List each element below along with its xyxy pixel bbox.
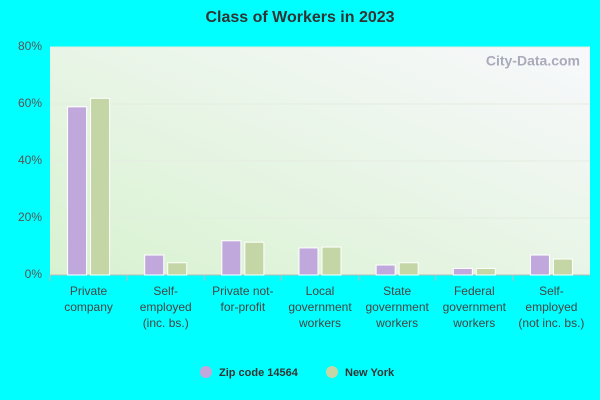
x-tick-label: Federal government workers: [442, 284, 506, 330]
y-tick-label: 60%: [18, 96, 42, 110]
legend-label: Zip code 14564: [219, 367, 299, 379]
bar: [398, 262, 419, 276]
y-tick-label: 0%: [25, 267, 43, 281]
bar: [144, 254, 165, 276]
x-tick-label: Private company: [64, 284, 113, 314]
bar: [475, 267, 496, 276]
x-tick-label: Self-employed (not inc. bs.): [518, 284, 585, 330]
y-tick-label: 20%: [18, 210, 42, 224]
y-tick-label: 80%: [18, 39, 42, 53]
y-tick-label: 40%: [18, 153, 42, 167]
bar: [221, 240, 242, 276]
bar: [167, 262, 188, 276]
watermark: City-Data.com: [486, 53, 580, 69]
x-tick-label: Self-employed (inc. bs.): [139, 284, 192, 330]
bar: [321, 246, 342, 276]
x-tick-label: State government workers: [365, 284, 429, 330]
bar: [452, 267, 473, 276]
x-tick-label: Private not-for-profit: [212, 284, 274, 314]
bar: [298, 247, 319, 276]
bar: [67, 106, 88, 276]
chart-title: Class of Workers in 2023: [205, 9, 394, 26]
bar: [244, 241, 265, 276]
legend-swatch: [326, 366, 338, 378]
bar: [375, 264, 396, 276]
x-tick-label: Local government workers: [288, 284, 352, 330]
legend-swatch: [200, 366, 212, 378]
bar: [529, 254, 550, 276]
bar: [90, 97, 111, 276]
bar: [552, 258, 573, 276]
legend-label: New York: [345, 367, 395, 379]
